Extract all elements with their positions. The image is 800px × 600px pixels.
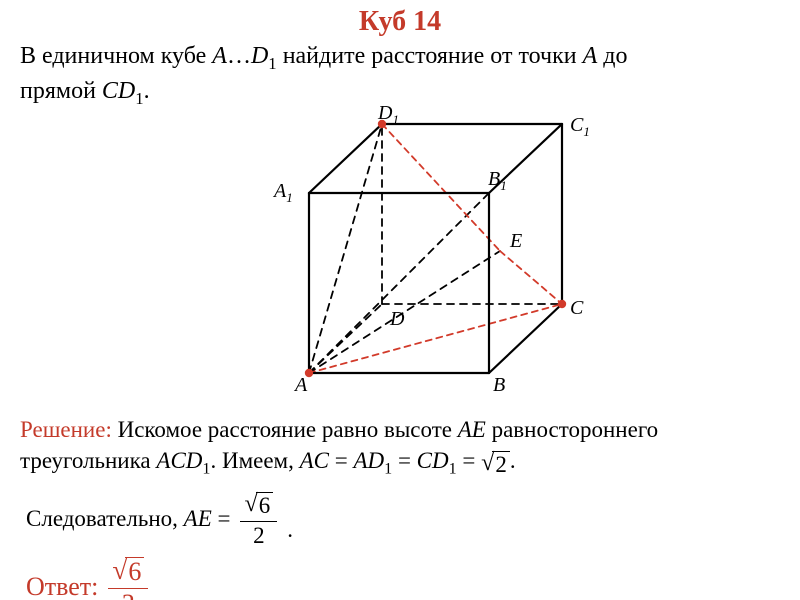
frac-den: 2 <box>249 522 269 547</box>
point-A: A <box>583 43 598 69</box>
heading-title: Куб 14 <box>20 6 780 38</box>
answer-frac: √6 2 <box>108 557 148 600</box>
solution-label: Решение: <box>20 417 112 442</box>
radicand-6: 6 <box>256 492 274 518</box>
corollary-before: Следовательно, <box>26 506 184 531</box>
problem-line2-after: . <box>144 78 150 104</box>
svg-text:B: B <box>493 374 505 396</box>
line-CD: CD <box>102 78 135 104</box>
corollary-line: Следовательно, AE = <box>26 506 230 532</box>
answer-radicand-6: 6 <box>125 557 144 587</box>
solution-block: Решение: Искомое расстояние равно высоте… <box>20 414 780 480</box>
svg-text:E: E <box>509 230 522 252</box>
solution-text-1a: Искомое расстояние равно высоте <box>112 417 458 442</box>
problem-text: В единичном кубе <box>20 43 212 69</box>
page: Куб 14 В единичном кубе A…D1 найдите рас… <box>0 0 800 600</box>
answer-frac-den: 2 <box>118 589 139 600</box>
solution-text-2b: . Имеем, <box>210 448 299 473</box>
problem-line2-before: прямой <box>20 78 102 104</box>
corollary-AE: AE <box>184 506 212 531</box>
frac-sqrt6-over-2: √6 2 <box>240 492 277 546</box>
svg-text:C: C <box>570 297 584 319</box>
cube-diagram: A B C D A1 B1 C1 D1 E <box>200 101 600 401</box>
cube-label-A: A <box>212 43 227 69</box>
eq-AC: AC <box>300 448 329 473</box>
cube-label-D: D <box>251 43 268 69</box>
solution-text-2a: треугольника <box>20 448 156 473</box>
svg-text:A1: A1 <box>272 180 293 205</box>
svg-text:B1: B1 <box>488 168 507 193</box>
seg-AE: AE <box>458 417 486 442</box>
diagram-container: A B C D A1 B1 C1 D1 E <box>20 101 780 406</box>
corollary-period: . <box>287 517 293 543</box>
corollary-block: Следовательно, AE = √6 2 . <box>26 492 780 546</box>
solution-period: . <box>510 448 516 473</box>
solution-text-1b: равностороннего <box>486 417 658 442</box>
svg-text:D1: D1 <box>377 102 399 127</box>
problem-text-after: до <box>597 43 627 69</box>
frac-num: √6 <box>240 492 277 521</box>
answer-period: . <box>158 583 165 600</box>
sqrt-2: √2 <box>481 451 510 477</box>
problem-text-mid: найдите расстояние от точки <box>277 43 583 69</box>
answer-block: Ответ: √6 2 . <box>26 557 780 600</box>
answer-sqrt-6: √6 <box>112 557 144 587</box>
radicand-2: 2 <box>492 451 510 477</box>
eq-sign-1: = <box>329 448 353 473</box>
answer-label: Ответ: <box>26 572 98 600</box>
svg-text:D: D <box>389 308 405 330</box>
corollary-eq: = <box>212 506 231 531</box>
eq-AD1: AD <box>353 448 384 473</box>
cube-label-sub: 1 <box>268 54 276 73</box>
line-CD-sub: 1 <box>135 89 143 108</box>
eq-CD1: CD <box>417 448 449 473</box>
svg-text:A: A <box>293 374 308 396</box>
eq-CD1-sub: 1 <box>449 461 457 478</box>
eq-AD1-sub: 1 <box>384 461 392 478</box>
tri-ACD1: ACD <box>156 448 202 473</box>
svg-text:C1: C1 <box>570 114 590 139</box>
eq-sign-2: = <box>392 448 416 473</box>
answer-frac-num: √6 <box>108 557 148 590</box>
sqrt-6: √6 <box>244 492 273 518</box>
eq-sign-3: = <box>457 448 481 473</box>
ellipsis: … <box>227 43 251 69</box>
